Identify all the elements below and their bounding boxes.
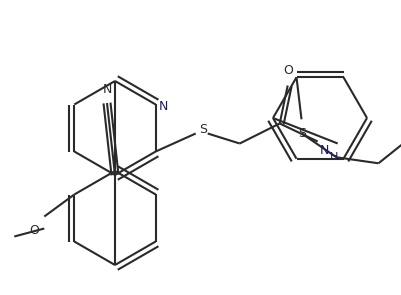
Text: O: O [283, 65, 293, 78]
Text: S: S [298, 127, 306, 140]
Text: S: S [199, 123, 207, 136]
Text: N: N [159, 100, 168, 113]
Text: O: O [29, 224, 39, 237]
Text: N: N [320, 145, 329, 158]
Text: N: N [102, 83, 112, 96]
Text: H: H [330, 152, 338, 161]
